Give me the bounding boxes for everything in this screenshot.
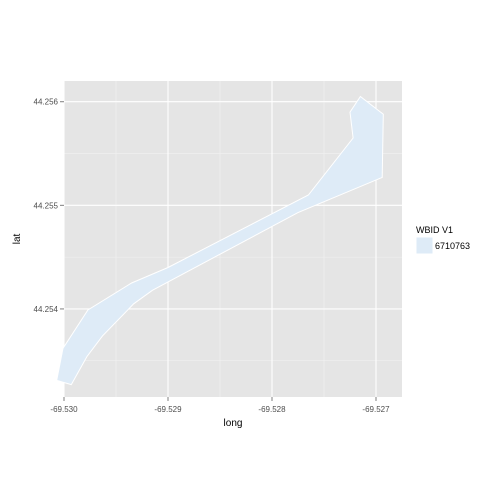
y-tick-label: 44.254 <box>34 305 59 314</box>
x-axis-ticks: -69.530 -69.529 -69.528 -69.527 <box>50 397 390 414</box>
polygon-6710763 <box>56 95 384 386</box>
legend-label-6710763: 6710763 <box>435 241 470 251</box>
legend: WBID V1 6710763 <box>415 225 470 255</box>
x-tick-label: -69.527 <box>362 405 390 414</box>
y-axis-ticks: 44.254 44.255 44.256 <box>34 98 64 314</box>
legend-key-6710763 <box>415 236 434 255</box>
x-axis-title: long <box>224 418 243 429</box>
y-tick-label: 44.256 <box>34 98 59 107</box>
y-axis-title: lat <box>12 233 23 244</box>
y-tick-label: 44.255 <box>34 201 59 210</box>
legend-title: WBID V1 <box>416 225 453 235</box>
x-tick-label: -69.528 <box>258 405 286 414</box>
x-tick-label: -69.529 <box>154 405 182 414</box>
x-tick-label: -69.530 <box>50 405 78 414</box>
polygon-layer <box>56 95 384 386</box>
major-grid <box>63 81 402 397</box>
